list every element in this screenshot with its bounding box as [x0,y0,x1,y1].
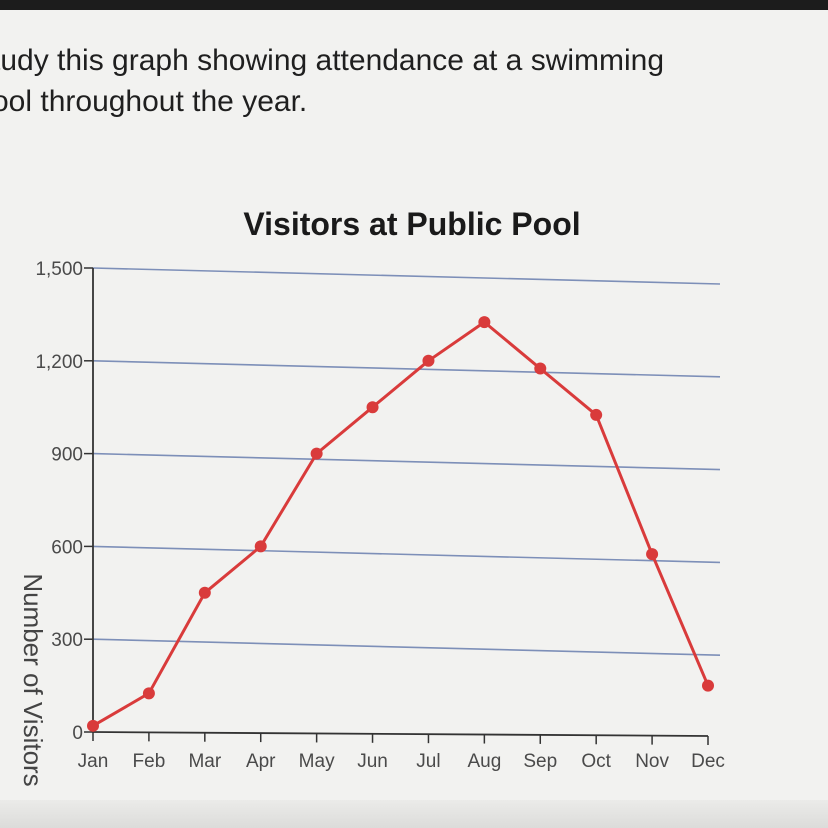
x-tick-label: Jun [357,751,388,772]
data-point [87,719,99,732]
question-text-line-2: ool throughout the year. [0,85,308,118]
x-tick-label: Nov [635,751,669,772]
gridline [92,545,721,564]
screen-bottom-shade [0,800,828,828]
x-tick-label: May [299,751,335,772]
data-point [422,354,435,367]
x-tick-label: Sep [523,751,557,772]
gridline [92,452,721,471]
x-tick-label: Dec [691,751,725,772]
data-point [142,687,155,700]
data-point [478,316,491,329]
question-text: tudy this graph showing attendance at a … [0,40,812,122]
screen-top-bezel [0,0,828,10]
x-tick-label: Apr [246,751,276,772]
y-tick-label: 300 [51,630,83,651]
gridlines [92,267,721,656]
data-point [310,447,323,460]
gridline [92,638,721,656]
data-point [646,548,659,561]
gridline [92,267,721,285]
x-tick-label: Oct [581,751,611,772]
x-tick-label: Feb [133,751,166,772]
y-tick-label: 1,200 [35,352,83,373]
y-tick-label: 900 [51,445,83,466]
data-point [198,586,211,599]
x-tick-label: Aug [467,751,501,772]
x-tick-label: Jan [78,751,109,772]
question-text-line-1: tudy this graph showing attendance at a … [0,44,665,77]
data-point [254,540,267,553]
line-chart: Visitors at Public Pool Number of Visito… [18,206,725,787]
y-tick-label: 0 [72,723,83,744]
y-tick-label: 600 [51,537,83,558]
data-point [366,401,379,414]
chart-title: Visitors at Public Pool [243,206,580,242]
data-point [534,362,547,375]
series-visitors [87,316,714,732]
data-point [590,408,603,421]
y-tick-label: 1,500 [35,259,83,280]
gridline [92,360,721,378]
x-tick-label: Mar [188,751,221,772]
series-line [92,320,710,728]
data-point [702,679,714,692]
x-axis-line [92,731,709,737]
x-tick-label: Jul [416,751,440,772]
axes: 0 300 600 900 1,200 1,500 Jan Feb Mar Apr May Jun Ju… [35,259,724,772]
y-axis-label: Number of Visitors [18,573,48,786]
